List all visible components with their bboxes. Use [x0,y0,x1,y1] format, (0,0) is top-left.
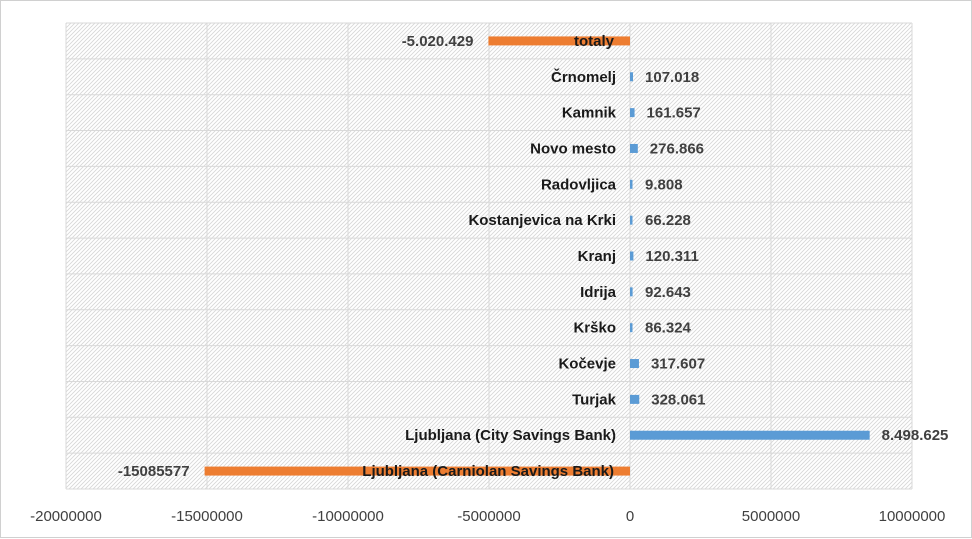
bar-crnomelj [630,72,634,82]
bar-novo-mesto [630,143,638,153]
x-tick-label: -20000000 [30,508,102,525]
value-label-kocevje: 317.607 [651,356,705,373]
x-axis-ticks: -20000000 -15000000 -10000000 -5000000 0 5000… [30,508,945,525]
bar-krsko [630,323,633,333]
x-tick-label: 5000000 [742,508,800,525]
category-label-turjak: Turjak [572,391,617,408]
category-label-idrija: Idrija [580,284,617,301]
x-tick-label: -15000000 [171,508,243,525]
category-label-kranj: Kranj [578,248,616,265]
bar-kranj [630,251,634,261]
value-label-ljubljana-city-savings-bank: 8.498.625 [882,427,949,444]
category-label-krsko: Krško [573,320,616,337]
category-label-ljubljana-city-savings-bank: Ljubljana (City Savings Bank) [405,427,616,444]
x-tick-label: 0 [626,508,634,525]
x-tick-label: 10000000 [879,508,946,525]
category-label-kamnik: Kamnik [562,105,617,122]
value-label-turjak: 328.061 [651,391,705,408]
category-label-novo-mesto: Novo mesto [530,140,616,157]
value-label-radovljica: 9.808 [645,176,683,193]
gridlines [65,22,913,490]
bar-ljubljana-carniolan-savings-bank [204,466,630,476]
value-label-totaly: -5.020.429 [402,33,474,50]
category-label-radovljica: Radovljica [541,176,617,193]
x-tick-label: -10000000 [312,508,384,525]
bar-totaly [488,36,630,46]
category-label-kocevje: Kočevje [558,356,616,373]
value-label-crnomelj: 107.018 [645,69,699,86]
value-label-novo-mesto: 276.866 [650,140,704,157]
value-label-kostanjevica-na-krki: 66.228 [645,212,691,229]
labels: Ljubljana (Carniolan Savings Bank) -15085… [118,33,949,480]
value-label-krsko: 86.324 [645,320,692,337]
bar-kamnik [630,108,635,118]
category-label-totaly: totaly [574,33,615,50]
category-label-ljubljana-carniolan-savings-bank: Ljubljana (Carniolan Savings Bank) [362,463,614,480]
x-tick-label: -5000000 [457,508,520,525]
value-label-ljubljana-carniolan-savings-bank: -15085577 [118,463,190,480]
bar-idrija [630,287,633,297]
category-label-crnomelj: Črnomelj [551,68,616,86]
value-label-kranj: 120.311 [645,248,698,265]
category-label-kostanjevica-na-krki: Kostanjevica na Krki [468,212,616,229]
bar-kostanjevica-na-krki [630,215,633,225]
value-label-idrija: 92.643 [645,284,691,301]
bar-kocevje [630,359,639,369]
bar-ljubljana-city-savings-bank [630,430,870,440]
bar-turjak [630,394,640,404]
bar-radovljica [630,179,633,189]
bars [204,36,870,476]
value-label-kamnik: 161.657 [647,105,701,122]
